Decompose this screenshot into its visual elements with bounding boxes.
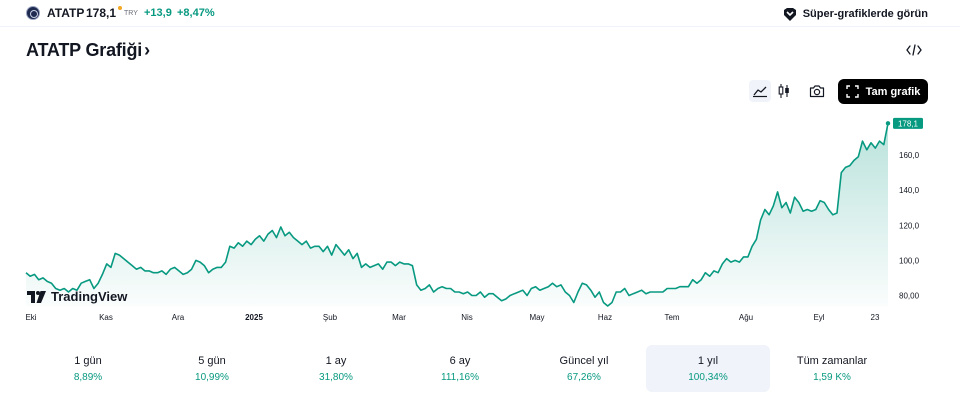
ticker-currency: TRY: [124, 10, 138, 17]
price-chart[interactable]: 80,00 100,0 120,0 140,0 160,0 Eki Kas Ara 2025 Ş…: [0, 110, 960, 330]
y-tick-label: 120,0: [899, 221, 920, 230]
y-tick-label: 160,0: [899, 151, 920, 160]
x-tick-label: Ara: [172, 313, 185, 322]
period-1d[interactable]: 1 gün 8,89%: [26, 345, 150, 392]
y-tick-label: 100,0: [899, 256, 920, 265]
last-price-label: 178,1: [898, 119, 919, 128]
last-price-badge: 178,1: [893, 117, 923, 129]
period-all[interactable]: Tüm zamanlar 1,59 K%: [770, 345, 894, 392]
period-label: 5 gün: [198, 354, 226, 367]
snapshot-button[interactable]: [806, 80, 828, 102]
x-tick-label: May: [529, 313, 544, 322]
ticker-price: 178,1: [86, 6, 117, 20]
period-1m[interactable]: 1 ay 31,80%: [274, 345, 398, 392]
period-change: 31,80%: [319, 371, 353, 383]
period-change: 8,89%: [73, 371, 103, 383]
period-label: Tüm zamanlar: [796, 354, 868, 367]
x-tick-label: Eyl: [813, 313, 824, 322]
period-change: 1,59 K%: [813, 371, 851, 383]
ticker-bar: ATATP 178,1 TRY +13,9 +8,47% Süper-grafi…: [0, 0, 960, 27]
market-status-dot-icon: [118, 6, 122, 10]
tradingview-wordmark: TradingView: [51, 289, 128, 304]
super-charts-label: Süper-grafiklerde görün: [802, 8, 928, 20]
ticker-change-percent: +8,47%: [177, 7, 215, 19]
super-charts-link[interactable]: Süper-grafiklerde görün: [783, 6, 928, 22]
y-axis: 80,00 100,0 120,0 140,0 160,0: [899, 151, 920, 300]
company-logo: [26, 6, 40, 20]
ticker-change: +13,9: [144, 7, 172, 19]
period-label: 6 ay: [449, 354, 471, 367]
price-line: [25, 123, 889, 307]
price-area-fill: [26, 123, 888, 306]
period-change: 67,26%: [567, 371, 601, 383]
period-label: 1 gün: [74, 354, 102, 367]
period-label: 1 ay: [325, 354, 347, 367]
y-tick-label: 140,0: [899, 186, 920, 195]
page-title[interactable]: ATATP Grafiği ›: [26, 40, 150, 61]
last-price-dot: [885, 121, 891, 126]
full-chart-label: Tam grafik: [865, 85, 921, 98]
period-5d[interactable]: 5 gün 10,99%: [150, 345, 274, 392]
full-chart-button[interactable]: Tam grafik: [838, 79, 928, 104]
x-tick-label: Mar: [392, 313, 406, 322]
area-chart-icon: [753, 86, 767, 98]
period-1y[interactable]: 1 yıl 100,34%: [646, 345, 770, 392]
period-label: Güncel yıl: [559, 354, 609, 367]
x-tick-label: 23: [871, 313, 880, 322]
x-tick-label: Ağu: [739, 313, 753, 322]
tv-super-icon: [783, 7, 796, 21]
tradingview-logo[interactable]: TradingView: [27, 289, 127, 304]
period-change: 10,99%: [195, 371, 229, 383]
x-tick-label: Şub: [323, 313, 338, 322]
y-tick-label: 80,00: [899, 291, 920, 300]
candles-button[interactable]: [773, 80, 795, 102]
embed-code-icon[interactable]: [905, 42, 923, 58]
x-tick-label: 2025: [245, 313, 263, 322]
ticker-symbol[interactable]: ATATP: [47, 6, 85, 20]
period-label: 1 yıl: [697, 354, 719, 367]
period-selector: 1 gün 8,89% 5 gün 10,99% 1 ay 31,80% 6 a…: [26, 345, 934, 392]
period-change: 111,16%: [441, 371, 479, 383]
period-6m[interactable]: 6 ay 111,16%: [398, 345, 522, 392]
x-axis: Eki Kas Ara 2025 Şub Mar Nis May Haz Tem Ağu Eyl 23: [25, 313, 880, 322]
fullscreen-icon: [845, 85, 859, 98]
x-tick-label: Kas: [99, 313, 113, 322]
area-chart-button[interactable]: [749, 80, 771, 102]
x-tick-label: Eki: [25, 313, 36, 322]
period-change: 100,34%: [688, 371, 728, 383]
x-tick-label: Tem: [664, 313, 679, 322]
candles-icon: [778, 84, 789, 98]
camera-icon: [809, 85, 825, 98]
tradingview-logo-icon: [27, 290, 46, 303]
x-tick-label: Haz: [598, 313, 612, 322]
period-ytd[interactable]: Güncel yıl 67,26%: [522, 345, 646, 392]
x-tick-label: Nis: [461, 313, 473, 322]
chevron-right-icon: ›: [144, 40, 150, 60]
page-title-text: ATATP Grafiği: [26, 40, 143, 60]
